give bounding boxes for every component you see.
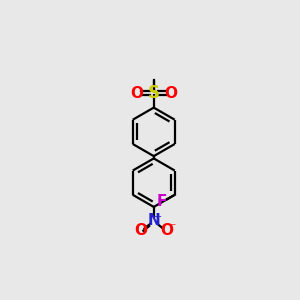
Text: S: S <box>148 84 160 102</box>
Text: O: O <box>160 223 174 238</box>
Text: ⁻: ⁻ <box>168 221 176 236</box>
Text: +: + <box>153 212 162 222</box>
Text: O: O <box>134 223 147 238</box>
Text: O: O <box>164 86 177 101</box>
Text: N: N <box>147 213 160 228</box>
Text: F: F <box>157 194 167 209</box>
Text: O: O <box>130 86 144 101</box>
